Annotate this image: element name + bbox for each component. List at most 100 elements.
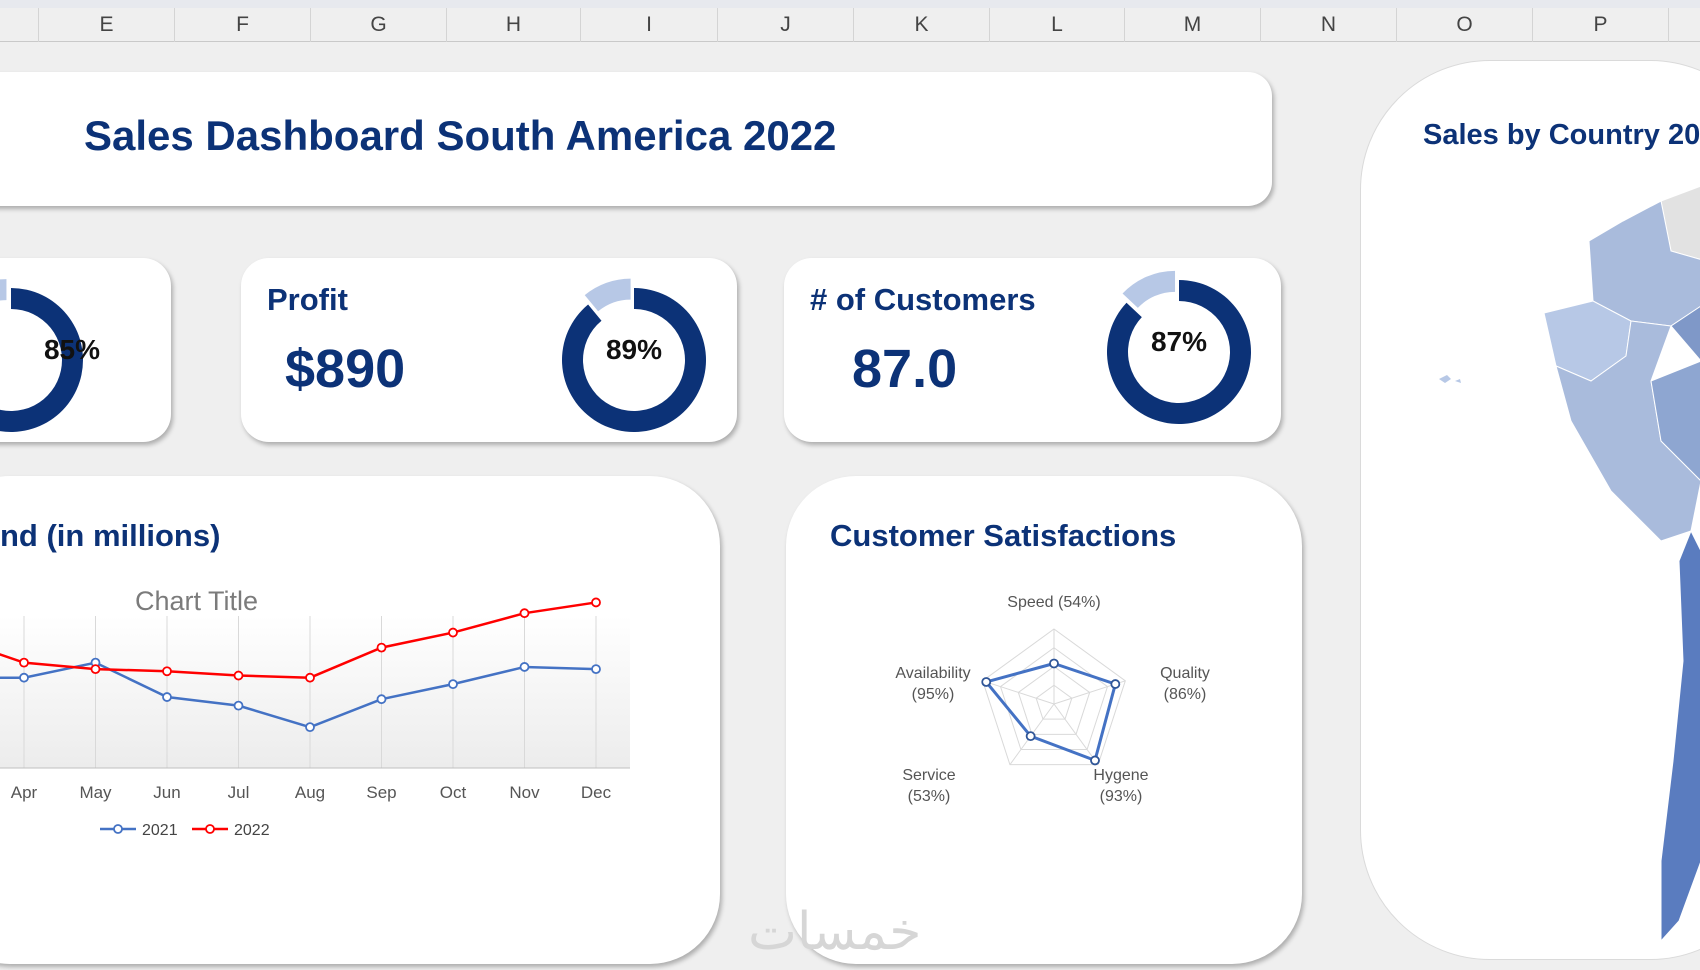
radar-spoke (1053, 703, 1099, 765)
radar-point (981, 677, 992, 687)
kpi-value-customers: 87.0 (852, 339, 958, 399)
column-header-n[interactable]: N (1261, 8, 1397, 42)
data-point-2021 (376, 694, 387, 705)
radar-point (1090, 755, 1100, 766)
radar-point (1049, 658, 1059, 669)
radar-series (983, 661, 1118, 763)
radar-axis-label: Speed (54%) (1007, 594, 1100, 611)
donut-remainder (0, 279, 7, 301)
title-card[interactable]: Sales Dashboard South America 2022 (0, 72, 1272, 206)
donut-remainder (1122, 270, 1176, 308)
radar-gridline (999, 647, 1109, 751)
column-header-m[interactable]: M (1125, 8, 1261, 42)
radar-gridline (1017, 665, 1091, 735)
sales-trend-card[interactable]: nd (in millions) Chart Title Apr May Jun Ju… (0, 476, 720, 964)
column-header-o[interactable]: O (1397, 8, 1533, 42)
column-header-k[interactable]: K (854, 8, 990, 42)
x-tick-label: Aug (295, 783, 325, 802)
data-point-2021 (233, 700, 244, 711)
kpi-donut-customers (1107, 270, 1251, 424)
trend-title: nd (in millions) (0, 518, 221, 553)
legend-marker-2022 (205, 824, 215, 834)
kpi-donut-profit (562, 278, 706, 432)
column-header-row: E F G H I J K L M N O P (0, 0, 1700, 42)
map-region-brazil (1670, 306, 1700, 361)
radar-chart[interactable]: Speed (54%) Quality (86%) Hygene (93%) Servic… (786, 476, 1302, 964)
data-point-2022 (448, 627, 458, 638)
data-point-2022 (162, 666, 172, 677)
legend-marker-2021 (113, 824, 123, 834)
radar-axis-label: Quality (86%) (1160, 665, 1210, 703)
satisfaction-title: Customer Satisfactions (830, 518, 1177, 553)
column-header-h[interactable]: H (447, 8, 581, 42)
x-tick-label: Dec (581, 783, 612, 802)
kpi-label-profit: Profit (267, 282, 348, 317)
radar-axis-label: Service (53%) (902, 767, 955, 805)
x-tick-label: Sep (366, 783, 396, 802)
column-header-q[interactable] (1669, 8, 1700, 42)
data-point-2021 (591, 664, 601, 675)
radar-axis-label: Availability (95%) (895, 665, 970, 703)
kpi-card-profit[interactable]: Profit $890 89% (241, 258, 737, 442)
data-point-2021 (305, 722, 315, 733)
radar-axis-label: Hygene (93%) (1093, 767, 1148, 805)
map-region-bolivia (1650, 360, 1700, 481)
data-point-2021 (519, 662, 530, 672)
kpi-card-sales[interactable]: 85% (0, 258, 171, 442)
data-point-2022 (305, 672, 315, 683)
line-chart[interactable]: Apr May Jun Jul Aug Sep Oct Nov Dec 2021 2022 (0, 476, 720, 964)
column-header-i[interactable]: I (581, 8, 718, 42)
radar-point (1025, 731, 1036, 742)
map-region-chile (1660, 529, 1700, 943)
south-america-map[interactable] (1361, 61, 1700, 960)
watermark: خمسات (748, 902, 922, 962)
column-header-d[interactable] (0, 8, 39, 42)
column-header-l[interactable]: L (990, 8, 1125, 42)
data-point-2022 (19, 657, 29, 668)
column-header-e[interactable]: E (39, 8, 175, 42)
donut-value (0, 288, 83, 432)
map-title: Sales by Country 2022 (1423, 119, 1700, 151)
column-header-j[interactable]: J (718, 8, 854, 42)
donut-remainder (584, 278, 631, 312)
kpi-label-customers: # of Customers (810, 282, 1036, 317)
column-header-p[interactable]: P (1533, 8, 1669, 42)
dashboard-title: Sales Dashboard South America 2022 (84, 112, 837, 159)
x-tick-label: May (79, 783, 112, 802)
ribbon-edge (0, 0, 1700, 8)
data-point-2022 (90, 664, 101, 675)
kpi-percent-sales: 85% (43, 334, 101, 365)
data-point-2021 (448, 679, 458, 690)
data-point-2022 (591, 597, 601, 608)
kpi-card-customers[interactable]: # of Customers 87.0 87% (784, 258, 1281, 442)
kpi-percent-profit: 89% (605, 334, 663, 365)
plot-area (0, 616, 630, 768)
series-line-2022 (0, 601, 597, 679)
kpi-percent-customers: 87% (1150, 326, 1208, 357)
x-tick-label: Apr (11, 783, 38, 802)
data-point-2022 (519, 608, 530, 619)
line-chart-title: Chart Title (135, 586, 259, 616)
x-tick-label: Jun (153, 783, 180, 802)
x-tick-label: Oct (440, 783, 467, 802)
kpi-value-profit: $890 (285, 339, 406, 399)
map-region-galapagos (1439, 375, 1461, 383)
column-header-f[interactable]: F (175, 8, 311, 42)
data-point-2022 (376, 642, 387, 653)
kpi-donut-sales (0, 279, 83, 432)
radar-gridline (1035, 684, 1073, 720)
data-point-2021 (162, 692, 172, 702)
series-line-2021 (0, 661, 597, 729)
legend-label-2021: 2021 (142, 822, 178, 839)
column-header-g[interactable]: G (311, 8, 447, 42)
data-point-2022 (233, 670, 244, 681)
radar-spoke (982, 680, 1055, 705)
sales-by-country-card[interactable]: Sales by Country 2022 (1360, 60, 1700, 960)
legend-label-2022: 2022 (234, 822, 270, 839)
radar-gridline (982, 628, 1126, 766)
data-point-2021 (19, 672, 29, 683)
x-tick-label: Nov (509, 783, 540, 802)
radar-point (1110, 679, 1121, 689)
x-tick-label: Jul (228, 783, 250, 802)
customer-satisfaction-card[interactable]: Customer Satisfactions Speed (54%) Qualit… (786, 476, 1302, 964)
